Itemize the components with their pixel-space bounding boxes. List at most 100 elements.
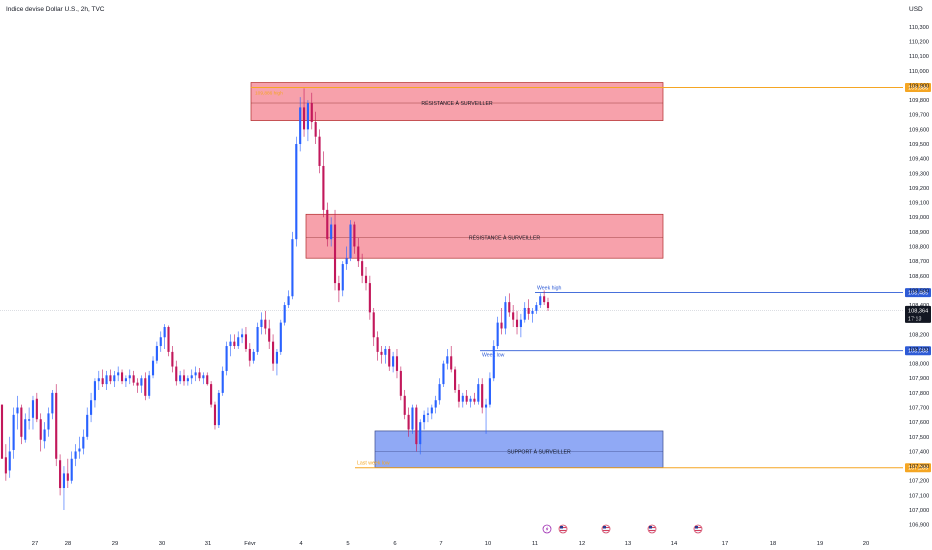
price-badge-label: 107,289 — [908, 466, 928, 472]
candle-body — [12, 414, 15, 450]
candle-body — [453, 369, 457, 390]
candle-body — [62, 473, 66, 489]
price-badge — [905, 83, 931, 92]
candle-body — [202, 375, 205, 379]
candle-body — [361, 261, 364, 276]
candle-body — [264, 319, 267, 329]
time-tick-label: 7 — [439, 541, 442, 547]
price-tick-label: 109,500 — [909, 142, 929, 148]
chart-header: Indice devise Dollar U.S., 2h, TVC USD — [6, 6, 923, 13]
price-tick-label: 107,400 — [909, 449, 929, 455]
candle-body — [43, 429, 46, 442]
price-tick-label: 106,900 — [909, 523, 929, 529]
time-tick-label: 19 — [817, 541, 823, 547]
time-tick-label: 18 — [770, 541, 776, 547]
candle-body — [74, 451, 77, 459]
price-tick-label: 107,500 — [909, 435, 929, 441]
top-zone-tag: 109,886 high — [255, 91, 283, 97]
candle-body — [233, 341, 236, 347]
price-tick-label: 109,100 — [909, 201, 929, 207]
candle-body — [306, 103, 309, 130]
candle-body — [419, 422, 422, 445]
candle-body — [260, 319, 263, 328]
resistance-zone[interactable] — [305, 213, 664, 259]
candle-body — [256, 327, 259, 352]
candle-body — [388, 348, 391, 367]
zone-label: SUPPORT À SURVEILLER — [507, 448, 571, 455]
price-badge-label: 108,088 — [908, 349, 928, 355]
candle-body — [237, 337, 240, 347]
candle-body — [113, 375, 116, 382]
candle-body — [512, 312, 515, 320]
candle-body — [341, 264, 344, 291]
candle-body — [275, 351, 279, 364]
candle-body — [120, 372, 124, 382]
price-tick-label: 107,300 — [909, 464, 929, 470]
candle-body — [124, 378, 127, 382]
candle-body — [210, 384, 213, 405]
resistance-zone[interactable] — [250, 82, 664, 121]
candle-body — [411, 407, 414, 430]
candle-body — [368, 283, 371, 313]
flag-canton — [603, 526, 606, 529]
price-tick-label: 108,700 — [909, 259, 929, 265]
symbol-title: Indice devise Dollar U.S., 2h, TVC — [6, 6, 105, 13]
candle-body — [539, 296, 542, 306]
candle-body — [194, 372, 197, 376]
candle-body — [171, 351, 174, 367]
candle-body — [318, 136, 321, 166]
candle-body — [395, 356, 399, 371]
candle-body — [353, 224, 356, 247]
candle-body — [337, 283, 340, 291]
price-tick-label: 108,400 — [909, 303, 929, 309]
price-tick-label: 108,800 — [909, 244, 929, 250]
candles-layer — [0, 88, 550, 511]
candle-body — [399, 370, 402, 396]
candle-body — [423, 414, 426, 423]
candle-body — [175, 366, 178, 382]
time-tick-label: 10 — [485, 541, 491, 547]
economic-events-layer — [542, 524, 703, 534]
candle-body — [357, 246, 360, 262]
price-tick-label: 107,900 — [909, 376, 929, 382]
candle-body — [372, 312, 375, 338]
flag-stripe — [649, 530, 655, 531]
candle-body — [144, 378, 147, 396]
candle-body — [198, 372, 201, 379]
candle-body — [47, 413, 50, 430]
zone-label: RÉSISTANCE À SURVEILLER — [469, 235, 541, 242]
price-tick-label: 108,200 — [909, 332, 929, 338]
candle-body — [24, 419, 27, 440]
candle-body — [132, 375, 135, 383]
level-label: Last week low — [357, 461, 390, 467]
price-axis: 110,300110,200110,100110,000109,900109,8… — [909, 25, 929, 529]
candle-body — [190, 375, 193, 379]
candle-body — [519, 319, 522, 328]
price-tick-label: 108,300 — [909, 318, 929, 324]
time-tick-label: 6 — [393, 541, 396, 547]
flag-canton — [649, 526, 652, 529]
candle-body — [287, 296, 290, 306]
candle-body — [128, 375, 131, 379]
price-tick-label: 109,800 — [909, 98, 929, 104]
price-tick-label: 109,300 — [909, 171, 929, 177]
time-tick-label: 14 — [671, 541, 678, 547]
time-tick-label: 31 — [205, 541, 211, 547]
price-tick-label: 107,600 — [909, 420, 929, 426]
candle-body — [299, 107, 302, 145]
time-tick-label: Févr — [244, 541, 256, 547]
candle-body — [461, 395, 464, 402]
candle-body — [291, 239, 294, 297]
flag-stripe — [560, 530, 566, 531]
candle-body — [140, 378, 143, 386]
candle-body — [527, 307, 530, 314]
candle-body — [252, 351, 255, 361]
candle-body — [0, 404, 4, 459]
support-zone[interactable] — [374, 430, 664, 468]
candle-body — [469, 398, 472, 402]
candle-body — [109, 375, 112, 382]
candle-body — [217, 392, 220, 426]
candle-body — [546, 302, 550, 308]
